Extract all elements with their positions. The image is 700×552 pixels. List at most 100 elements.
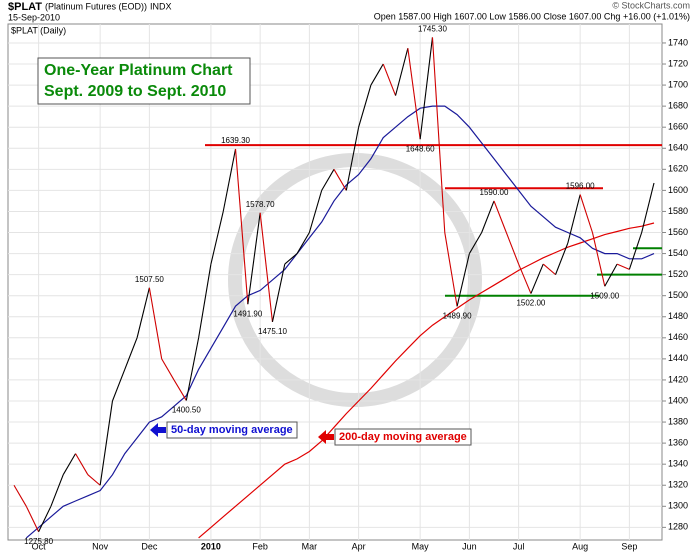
date: 15-Sep-2010 (8, 12, 60, 22)
value-label: 1509.00 (590, 291, 619, 300)
price-segment (111, 369, 126, 402)
y-tick-label: 1380 (668, 416, 688, 426)
x-tick-label: Aug (572, 541, 588, 551)
y-tick-label: 1460 (668, 332, 688, 342)
price-segment (75, 453, 89, 475)
y-tick-label: 1360 (668, 437, 688, 447)
y-tick-label: 1420 (668, 374, 688, 384)
y-tick-label: 1580 (668, 206, 688, 216)
price-segment (456, 253, 470, 307)
price-segment (468, 232, 483, 254)
price-segment (13, 484, 27, 507)
price-segment (628, 232, 643, 270)
price-segment (419, 37, 434, 140)
price-segment (234, 148, 249, 305)
y-tick-label: 1660 (668, 122, 688, 132)
value-label: 1275.80 (24, 537, 53, 546)
x-tick-label: Sep (621, 541, 637, 551)
price-segment (161, 358, 175, 381)
y-tick-label: 1600 (668, 185, 688, 195)
value-label: 1400.50 (172, 406, 201, 415)
value-label: 1507.50 (135, 275, 164, 284)
value-label: 1745.30 (418, 24, 447, 33)
y-tick-label: 1340 (668, 459, 688, 469)
plot: 1280 1300 1320 1340 1360 1380 1400 1420 1440 1460… (8, 24, 688, 551)
y-tick-label: 1500 (668, 290, 688, 300)
value-label: 1590.00 (480, 188, 509, 197)
x-tick-label: Jun (462, 541, 477, 551)
value-label: 1596.00 (566, 182, 595, 191)
price-segment (481, 200, 495, 233)
ma-line (25, 105, 655, 539)
x-tick-label: 2010 (201, 541, 221, 551)
watermark (228, 153, 482, 407)
x-tick-label: Dec (141, 541, 158, 551)
price-segment (555, 242, 569, 275)
y-tick-label: 1440 (668, 353, 688, 363)
y-tick-label: 1740 (668, 37, 688, 47)
price-segment (591, 232, 606, 287)
x-tick-label: Feb (252, 541, 268, 551)
price-segment (259, 212, 274, 322)
price-segment (370, 63, 384, 86)
price-segment (50, 474, 64, 507)
price-segment (148, 287, 163, 359)
price-segment (124, 337, 138, 370)
price-segment (407, 48, 421, 140)
price-segment (579, 194, 593, 233)
title-box (37, 57, 251, 105)
y-tick-label: 1640 (668, 143, 688, 153)
price-segment (247, 212, 261, 305)
x-tick-label: May (412, 541, 430, 551)
y-tick-label: 1280 (668, 522, 688, 532)
instrument-name: (Platinum Futures (EOD)) (45, 1, 147, 11)
x-tick-label: Oct (32, 541, 47, 551)
price-segment (604, 263, 618, 287)
price-segment (210, 211, 224, 265)
price-segment (505, 232, 520, 265)
price-segment (431, 37, 446, 233)
x-tick-label: Apr (352, 541, 366, 551)
y-tick-label: 1400 (668, 395, 688, 405)
ma200-label: 200-day moving average (339, 431, 467, 443)
price-segment (530, 263, 544, 294)
ma-line (198, 222, 655, 539)
quote: Open 1587.00 High 1607.00 Low 1586.00 Cl… (374, 11, 690, 21)
price-segment (382, 63, 397, 96)
y-tick-label: 1720 (668, 58, 688, 68)
price-segment (616, 263, 630, 270)
y-tick-label: 1680 (668, 101, 688, 111)
price-segment (136, 287, 150, 338)
price-segment (333, 169, 347, 191)
ma50-label: 50-day moving average (171, 424, 293, 436)
price-segment (284, 253, 298, 265)
value-label: 1489.90 (443, 311, 472, 320)
value-label: 1502.00 (516, 299, 545, 308)
y-tick-label: 1700 (668, 79, 688, 89)
price-segment (358, 84, 372, 128)
y-tick-label: 1300 (668, 501, 688, 511)
ma50-box (166, 421, 298, 439)
price-segment (99, 400, 114, 486)
price-segment (444, 232, 458, 307)
y-tick-label: 1480 (668, 311, 688, 321)
price-segment (395, 48, 409, 96)
credit: © StockCharts.com (612, 0, 690, 10)
x-tick-label: Mar (302, 541, 318, 551)
value-label: 1639.30 (221, 136, 250, 145)
price-segment (173, 379, 187, 401)
value-label: 1491.90 (233, 309, 262, 318)
chart-title: One-Year Platinum Chart (44, 62, 233, 79)
price-segment (185, 337, 200, 401)
price-segment (38, 506, 52, 533)
price-segment (296, 232, 310, 254)
price-segment (222, 148, 237, 212)
price-segment (518, 263, 532, 294)
arrow-200 (318, 430, 334, 444)
price-segment (62, 453, 77, 475)
y-tick-label: 1520 (668, 269, 688, 279)
price-segment (345, 127, 360, 191)
price-segment (567, 194, 581, 244)
price-segment (87, 474, 101, 486)
price-segment (271, 263, 286, 323)
